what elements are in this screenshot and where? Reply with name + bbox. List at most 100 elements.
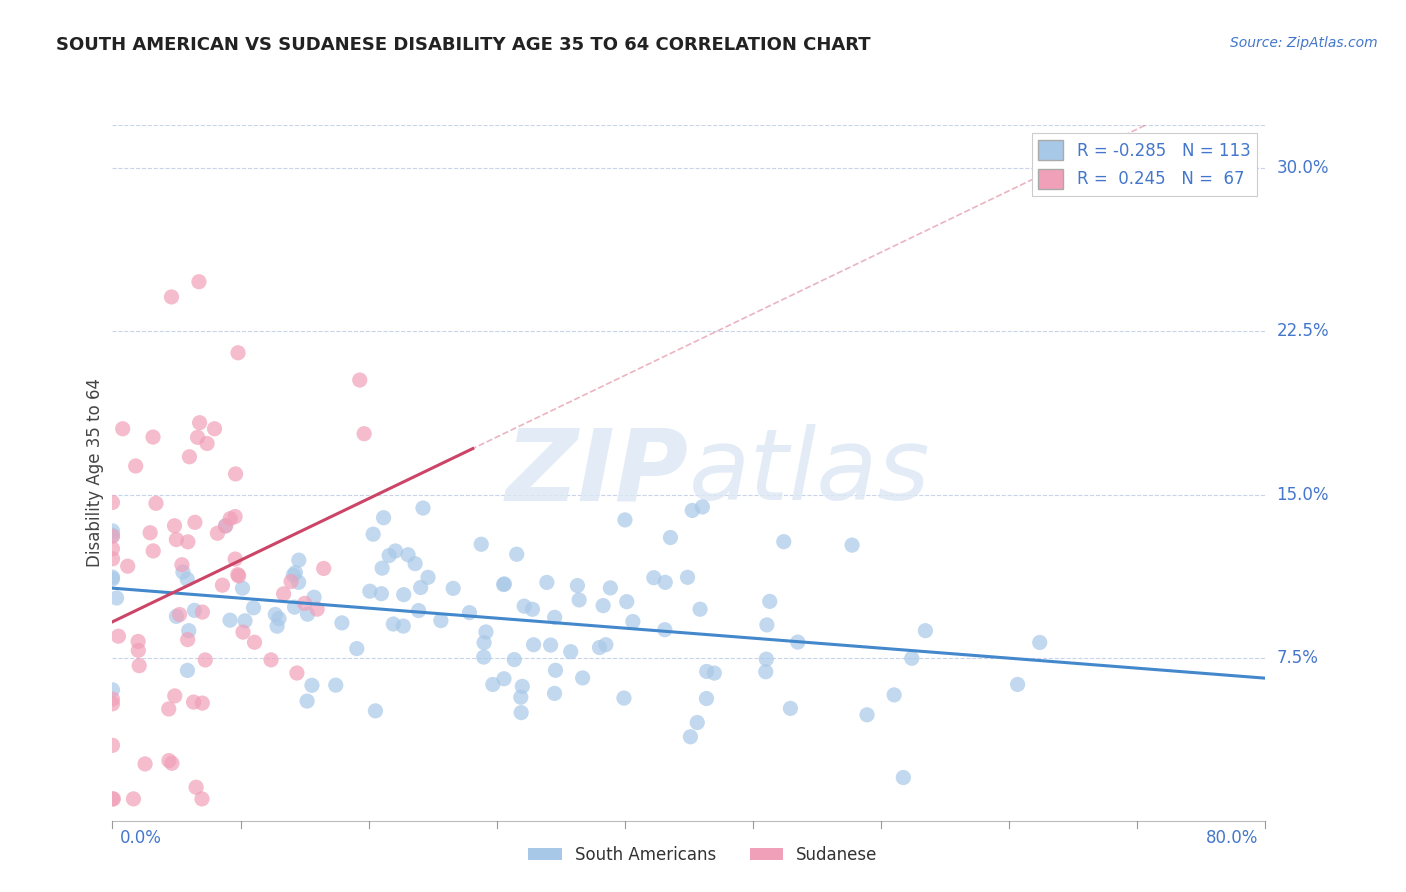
Point <box>370 587 392 601</box>
Point <box>111 422 134 436</box>
Point <box>510 706 533 720</box>
Point <box>294 596 316 610</box>
Text: SOUTH AMERICAN VS SUDANESE DISABILITY AGE 35 TO 64 CORRELATION CHART: SOUTH AMERICAN VS SUDANESE DISABILITY AG… <box>56 36 870 54</box>
Point <box>142 430 165 444</box>
Point <box>883 688 905 702</box>
Point <box>470 537 492 551</box>
Text: 22.5%: 22.5% <box>1277 322 1329 341</box>
Point <box>127 634 149 648</box>
Point <box>191 696 214 710</box>
Point <box>169 607 191 622</box>
Point <box>172 565 194 579</box>
Point <box>409 581 432 595</box>
Point <box>165 533 187 547</box>
Point <box>283 568 305 582</box>
Point <box>408 604 430 618</box>
Point <box>382 617 405 632</box>
Point <box>522 638 544 652</box>
Point <box>232 625 254 640</box>
Point <box>441 582 464 596</box>
Point <box>543 686 565 700</box>
Text: 30.0%: 30.0% <box>1277 160 1329 178</box>
Point <box>482 677 505 691</box>
Point <box>492 672 515 686</box>
Point <box>302 591 325 605</box>
Point <box>378 549 401 563</box>
Point <box>540 638 562 652</box>
Point <box>396 548 419 562</box>
Point <box>755 618 778 632</box>
Point <box>160 756 183 771</box>
Point <box>188 416 211 430</box>
Point <box>107 629 129 643</box>
Point <box>191 605 214 619</box>
Point <box>536 575 558 590</box>
Point <box>643 571 665 585</box>
Point <box>696 665 718 679</box>
Point <box>301 678 323 692</box>
Point <box>307 602 329 616</box>
Point <box>101 792 124 806</box>
Point <box>187 430 209 444</box>
Point <box>703 666 725 681</box>
Point <box>404 557 426 571</box>
Point <box>856 707 879 722</box>
Point <box>214 519 236 533</box>
Point <box>654 575 676 590</box>
Point <box>891 771 914 785</box>
Point <box>681 503 703 517</box>
Point <box>325 678 347 692</box>
Point <box>692 500 714 514</box>
Point <box>472 650 495 665</box>
Point <box>494 577 516 591</box>
Point <box>364 704 387 718</box>
Text: 15.0%: 15.0% <box>1277 485 1329 503</box>
Point <box>101 682 124 697</box>
Point <box>458 606 481 620</box>
Point <box>592 599 614 613</box>
Point <box>571 671 593 685</box>
Point <box>139 525 162 540</box>
Point <box>243 635 266 649</box>
Point <box>361 527 384 541</box>
Point <box>195 436 218 450</box>
Point <box>676 570 699 584</box>
Point <box>588 640 610 655</box>
Point <box>475 624 498 639</box>
Point <box>242 600 264 615</box>
Point <box>101 739 124 753</box>
Point <box>231 581 253 595</box>
Point <box>371 561 394 575</box>
Point <box>613 513 636 527</box>
Point <box>128 658 150 673</box>
Text: Source: ZipAtlas.com: Source: ZipAtlas.com <box>1230 36 1378 50</box>
Point <box>142 544 165 558</box>
Point <box>654 623 676 637</box>
Point <box>599 581 621 595</box>
Point <box>160 290 183 304</box>
Point <box>659 531 682 545</box>
Point <box>127 643 149 657</box>
Point <box>165 609 187 624</box>
Point <box>492 577 515 591</box>
Point <box>359 584 381 599</box>
Point <box>145 496 167 510</box>
Point <box>101 692 124 706</box>
Point <box>191 792 214 806</box>
Text: ZIP: ZIP <box>506 425 689 521</box>
Point <box>101 529 124 543</box>
Point <box>176 664 198 678</box>
Point <box>207 526 229 541</box>
Point <box>568 593 591 607</box>
Point <box>183 695 205 709</box>
Text: 7.5%: 7.5% <box>1277 648 1319 666</box>
Point <box>430 614 453 628</box>
Point <box>101 528 124 542</box>
Legend: South Americans, Sudanese: South Americans, Sudanese <box>522 839 884 871</box>
Point <box>267 611 290 625</box>
Point <box>226 346 249 360</box>
Point <box>297 607 319 622</box>
Point <box>373 510 395 524</box>
Point <box>103 792 125 806</box>
Point <box>772 534 794 549</box>
